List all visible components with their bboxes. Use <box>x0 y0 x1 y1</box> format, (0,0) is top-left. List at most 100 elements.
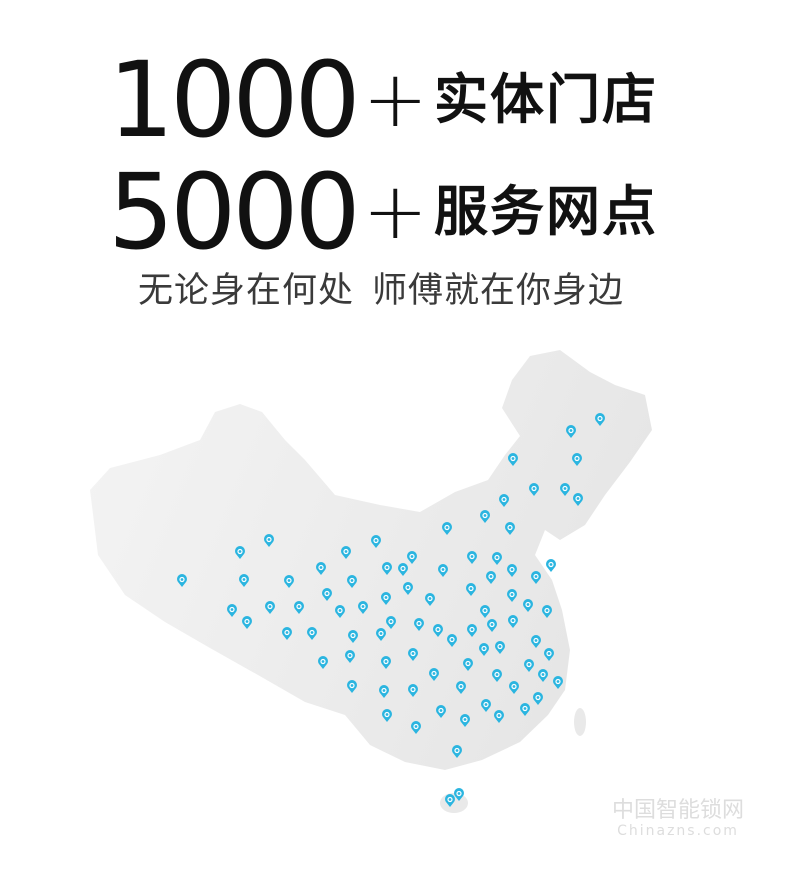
map-pin-icon <box>553 676 563 689</box>
outlets-count: 5000 <box>108 151 361 273</box>
map-pin-icon <box>566 425 576 438</box>
map-pin-icon <box>480 510 490 523</box>
map-pin-icon <box>508 615 518 628</box>
map-pin-icon <box>445 794 455 807</box>
map-pin-icon <box>543 648 554 661</box>
hainan-island <box>440 793 468 813</box>
map-pin-icon <box>481 699 491 712</box>
map-pin-icon <box>407 551 417 564</box>
map-pin-icon <box>438 564 448 577</box>
map-pin-icon <box>507 564 517 577</box>
map-pin-icon <box>533 692 543 705</box>
watermark-en: Chinazns.com <box>617 823 739 839</box>
map-pin-icon <box>414 618 424 631</box>
map-pin-icon <box>307 627 317 640</box>
map-pin-icon <box>433 624 443 637</box>
map-pin-icon <box>480 605 490 618</box>
subtitle: 无论身在何处 师傅就在你身边 <box>138 262 642 313</box>
map-pin-icon <box>239 574 249 587</box>
map-pin-icon <box>509 681 519 694</box>
watermark: 中国智能锁网 Chinazns.com <box>612 800 744 839</box>
map-pin-icon <box>411 721 422 734</box>
map-pin-icon <box>487 619 497 632</box>
map-pin-icon <box>467 551 477 564</box>
map-pin-icon <box>382 562 392 575</box>
map-pin-icon <box>538 669 548 682</box>
map-pin-icon <box>492 669 502 682</box>
mainland-outline <box>90 350 652 770</box>
taiwan-island <box>574 708 586 736</box>
map-pin-icon <box>408 684 418 697</box>
map-pin-icon <box>456 681 467 694</box>
map-pin-icon <box>505 522 515 535</box>
map-pin-icon <box>507 589 517 602</box>
plus-sign: + <box>362 55 429 145</box>
map-pin-icon <box>560 483 570 496</box>
outlets-headline: 5000 + 服务网点 <box>108 160 658 264</box>
map-pin-icon <box>492 552 502 565</box>
map-pin-icon <box>381 592 392 605</box>
map-pin-icon <box>429 668 439 681</box>
map-pin-icon <box>524 659 534 672</box>
map-pin-icon <box>486 571 497 584</box>
china-map <box>90 350 652 813</box>
map-pin-icon <box>520 703 530 716</box>
map-pin-icon <box>242 616 252 629</box>
map-pin-icon <box>381 656 392 669</box>
outlets-label: 服务网点 <box>434 180 659 243</box>
map-pin-icon <box>442 522 452 535</box>
map-pin-icon <box>379 685 389 698</box>
map-pin-icon <box>322 588 332 601</box>
map-pin-icon <box>463 658 473 671</box>
map-pin-icon <box>376 628 386 641</box>
map-pin-icon <box>294 601 304 614</box>
map-pin-icon <box>347 575 357 588</box>
map-pin-icon <box>495 641 505 654</box>
map-pin-icon <box>345 650 355 663</box>
subtitle-part1: 无论身在何处 <box>138 271 355 311</box>
map-pin-icon <box>235 546 245 559</box>
map-pin-icon <box>546 559 556 572</box>
map-pin-icon <box>572 453 582 466</box>
plus-sign: + <box>362 167 429 257</box>
map-pin-icon <box>467 624 477 637</box>
map-pin-icon <box>479 643 489 656</box>
map-pin-icon <box>499 494 509 507</box>
map-pin-icon <box>466 583 477 596</box>
map-pin-icon <box>177 574 187 587</box>
map-pin-icon <box>460 714 470 727</box>
map-pin-icon <box>595 413 605 426</box>
map-pin-icon <box>347 680 357 693</box>
map-pin-icon <box>227 604 237 617</box>
map-pin-icon <box>425 593 435 606</box>
map-pin-icon <box>447 634 457 647</box>
map-pin-icon <box>318 656 328 669</box>
stores-headline: 1000 + 实体门店 <box>108 48 658 152</box>
map-pin-icon <box>529 483 539 496</box>
map-pin-icon <box>282 627 292 640</box>
map-pin-icon <box>452 745 462 758</box>
map-pin-icon <box>436 705 447 718</box>
map-pin-icon <box>530 635 541 648</box>
map-pin-icon <box>316 562 327 575</box>
map-pin-icon <box>335 605 345 618</box>
map-pin-icon <box>284 575 294 588</box>
map-pin-icon <box>403 582 413 595</box>
map-pin-icon <box>382 709 392 722</box>
map-pin-icon <box>508 453 518 466</box>
map-pin-icon <box>264 534 274 547</box>
map-pin-icon <box>398 563 408 576</box>
map-pin-icon <box>341 546 352 559</box>
map-pin-icon <box>542 605 552 618</box>
subtitle-part2: 师傅就在你身边 <box>372 271 625 311</box>
map-pin-icon <box>386 616 397 629</box>
map-pin-icon <box>494 710 504 723</box>
map-pin-icon <box>531 571 542 584</box>
stores-count: 1000 <box>108 39 361 161</box>
map-pin-icon <box>454 788 464 801</box>
map-pin-icon <box>523 599 533 612</box>
map-pin-icon <box>408 648 418 661</box>
map-pin-icon <box>371 535 381 548</box>
map-pin-icon <box>264 601 275 614</box>
map-pin-icon <box>573 493 583 506</box>
